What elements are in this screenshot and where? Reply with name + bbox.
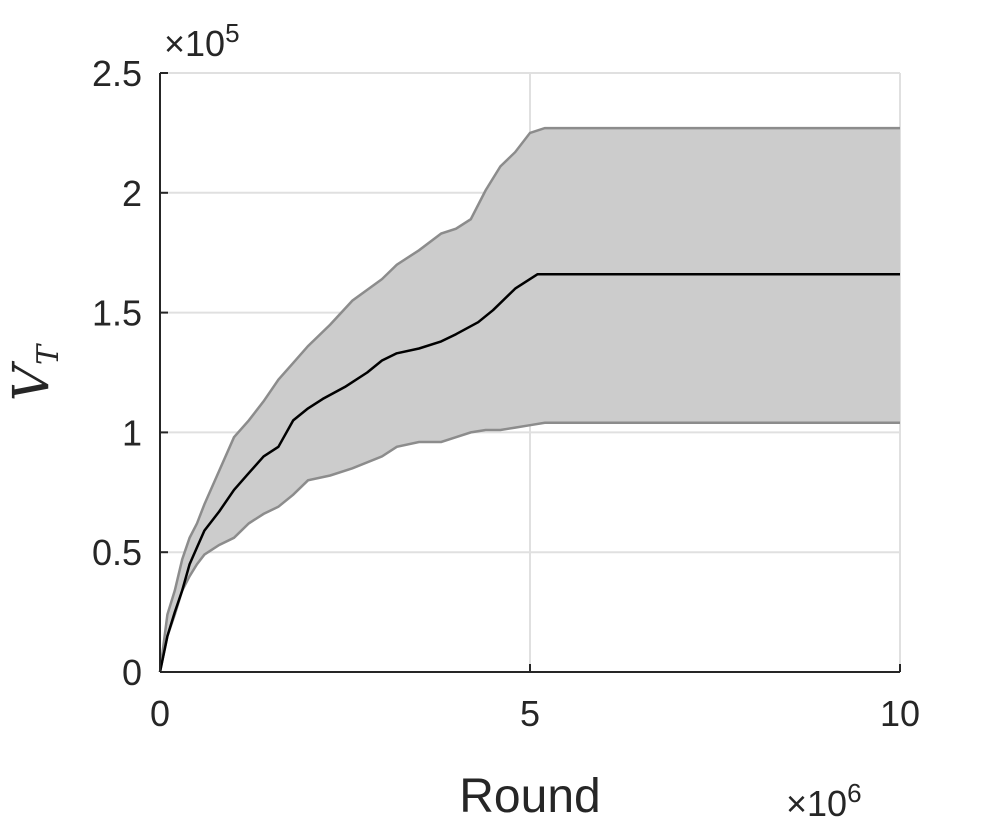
confidence-band-area — [160, 128, 900, 673]
y-tick-label-5: 2.5 — [92, 53, 142, 94]
band-upper-edge — [158, 126, 900, 673]
mean-line — [158, 273, 900, 673]
x-multiplier: ×106 — [786, 778, 862, 824]
y-multiplier-base: ×10 — [164, 23, 225, 64]
y-multiplier-exponent: 5 — [225, 18, 239, 48]
y-tick-label-2: 1 — [122, 412, 142, 453]
y-axis-label: VT — [2, 343, 66, 401]
y-axis-label-main: V — [2, 360, 60, 401]
x-multiplier-exponent: 6 — [847, 778, 861, 808]
x-tick-label-1: 5 — [520, 693, 540, 734]
line-layer — [158, 273, 900, 673]
y-tick-label-4: 2 — [122, 173, 142, 214]
tick-layer: 0 0.5 1 1.5 2 2.5 0 5 10 — [92, 53, 920, 734]
band-layer — [158, 126, 900, 673]
svg-text:VT: VT — [2, 343, 66, 401]
x-tick-label-2: 10 — [880, 693, 920, 734]
y-multiplier: ×105 — [164, 18, 240, 64]
band-lower-edge — [158, 421, 900, 673]
y-axis-label-subscript: T — [31, 343, 66, 365]
y-tick-label-3: 1.5 — [92, 293, 142, 334]
y-tick-label-0: 0 — [122, 652, 142, 693]
x-multiplier-base: ×10 — [786, 783, 847, 824]
y-tick-label-1: 0.5 — [92, 532, 142, 573]
x-tick-label-0: 0 — [150, 693, 170, 734]
x-axis-label: Round — [459, 770, 600, 823]
